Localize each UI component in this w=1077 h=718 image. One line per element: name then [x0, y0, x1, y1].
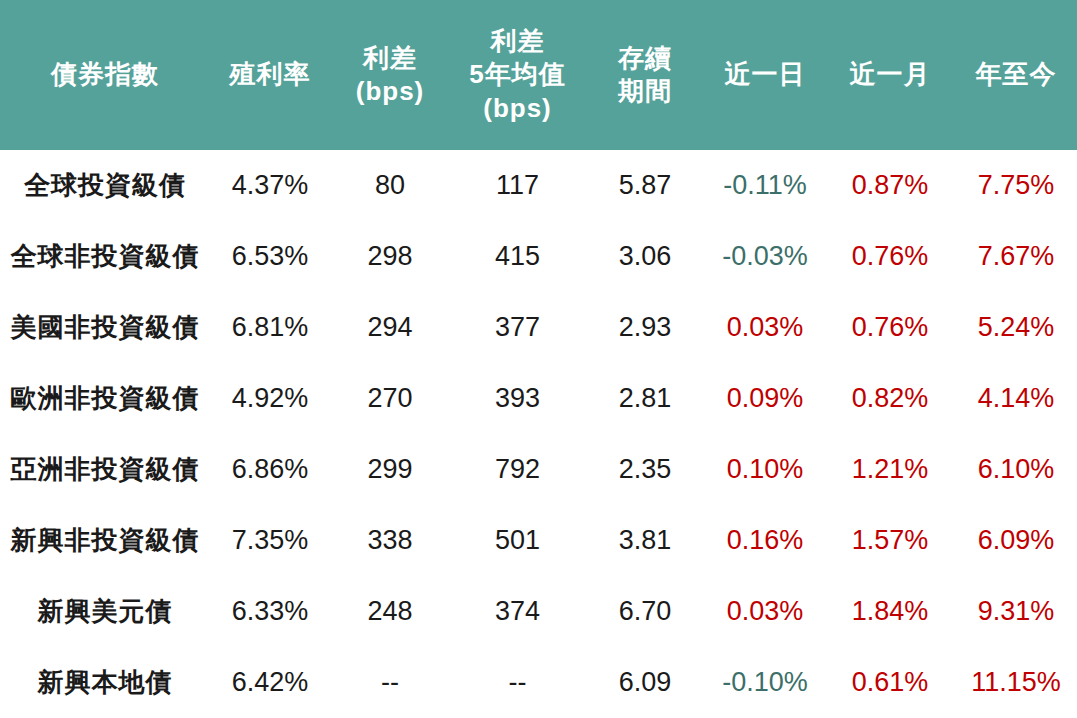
cell-duration: 2.35 [585, 454, 705, 485]
table-row: 新興美元債6.33%2483746.700.03%1.84%9.31% [0, 576, 1077, 647]
cell-spread: 338 [330, 525, 450, 556]
header-cell-month: 近一月 [825, 58, 955, 91]
cell-name: 新興本地債 [0, 665, 210, 700]
cell-day: 0.03% [705, 596, 825, 627]
table-row: 新興非投資級債7.35%3385013.810.16%1.57%6.09% [0, 505, 1077, 576]
cell-month: 1.57% [825, 525, 955, 556]
cell-day: -0.10% [705, 667, 825, 698]
cell-name: 亞洲非投資級債 [0, 452, 210, 487]
cell-name: 全球非投資級債 [0, 239, 210, 274]
cell-spread5y: 792 [450, 454, 585, 485]
cell-yield: 6.53% [210, 241, 330, 272]
header-cell-spread5y: 利差 5年均值 (bps) [450, 25, 585, 125]
cell-spread: 299 [330, 454, 450, 485]
cell-month: 0.76% [825, 312, 955, 343]
cell-spread: 248 [330, 596, 450, 627]
cell-ytd: 11.15% [955, 667, 1077, 698]
cell-yield: 4.37% [210, 170, 330, 201]
cell-spread5y: 501 [450, 525, 585, 556]
header-cell-ytd: 年至今 [955, 58, 1077, 91]
cell-name: 新興美元債 [0, 594, 210, 629]
cell-duration: 3.81 [585, 525, 705, 556]
cell-day: 0.09% [705, 383, 825, 414]
cell-spread5y: 393 [450, 383, 585, 414]
cell-spread: 80 [330, 170, 450, 201]
cell-duration: 2.81 [585, 383, 705, 414]
cell-yield: 7.35% [210, 525, 330, 556]
cell-spread5y: 377 [450, 312, 585, 343]
cell-name: 新興非投資級債 [0, 523, 210, 558]
header-cell-yield: 殖利率 [210, 58, 330, 91]
header-cell-duration: 存續 期間 [585, 42, 705, 109]
bond-index-table: 債券指數殖利率利差 (bps)利差 5年均值 (bps)存續 期間近一日近一月年… [0, 0, 1077, 718]
cell-yield: 6.81% [210, 312, 330, 343]
cell-name: 歐洲非投資級債 [0, 381, 210, 416]
header-cell-name: 債券指數 [0, 58, 210, 91]
cell-day: 0.03% [705, 312, 825, 343]
cell-duration: 6.70 [585, 596, 705, 627]
cell-day: -0.03% [705, 241, 825, 272]
cell-spread: 270 [330, 383, 450, 414]
cell-duration: 5.87 [585, 170, 705, 201]
cell-day: 0.16% [705, 525, 825, 556]
cell-yield: 6.33% [210, 596, 330, 627]
cell-ytd: 6.09% [955, 525, 1077, 556]
cell-ytd: 6.10% [955, 454, 1077, 485]
cell-month: 0.76% [825, 241, 955, 272]
cell-month: 0.82% [825, 383, 955, 414]
cell-month: 1.84% [825, 596, 955, 627]
cell-spread: 294 [330, 312, 450, 343]
table-row: 全球投資級債4.37%801175.87-0.11%0.87%7.75% [0, 150, 1077, 221]
cell-duration: 2.93 [585, 312, 705, 343]
cell-month: 1.21% [825, 454, 955, 485]
cell-spread: -- [330, 667, 450, 698]
cell-duration: 6.09 [585, 667, 705, 698]
cell-spread5y: 374 [450, 596, 585, 627]
cell-name: 美國非投資級債 [0, 310, 210, 345]
table-row: 美國非投資級債6.81%2943772.930.03%0.76%5.24% [0, 292, 1077, 363]
cell-ytd: 9.31% [955, 596, 1077, 627]
cell-spread5y: -- [450, 667, 585, 698]
cell-ytd: 7.67% [955, 241, 1077, 272]
cell-spread5y: 117 [450, 170, 585, 201]
cell-duration: 3.06 [585, 241, 705, 272]
cell-day: -0.11% [705, 170, 825, 201]
cell-yield: 6.42% [210, 667, 330, 698]
cell-spread5y: 415 [450, 241, 585, 272]
table-row: 歐洲非投資級債4.92%2703932.810.09%0.82%4.14% [0, 363, 1077, 434]
cell-spread: 298 [330, 241, 450, 272]
cell-month: 0.61% [825, 667, 955, 698]
cell-ytd: 7.75% [955, 170, 1077, 201]
cell-ytd: 5.24% [955, 312, 1077, 343]
cell-month: 0.87% [825, 170, 955, 201]
table-row: 亞洲非投資級債6.86%2997922.350.10%1.21%6.10% [0, 434, 1077, 505]
table-row: 全球非投資級債6.53%2984153.06-0.03%0.76%7.67% [0, 221, 1077, 292]
cell-yield: 4.92% [210, 383, 330, 414]
table-row: 新興本地債6.42%----6.09-0.10%0.61%11.15% [0, 647, 1077, 718]
cell-yield: 6.86% [210, 454, 330, 485]
cell-ytd: 4.14% [955, 383, 1077, 414]
table-header-row: 債券指數殖利率利差 (bps)利差 5年均值 (bps)存續 期間近一日近一月年… [0, 0, 1077, 150]
header-cell-spread: 利差 (bps) [330, 42, 450, 109]
cell-name: 全球投資級債 [0, 168, 210, 203]
cell-day: 0.10% [705, 454, 825, 485]
table-body: 全球投資級債4.37%801175.87-0.11%0.87%7.75%全球非投… [0, 150, 1077, 718]
header-cell-day: 近一日 [705, 58, 825, 91]
